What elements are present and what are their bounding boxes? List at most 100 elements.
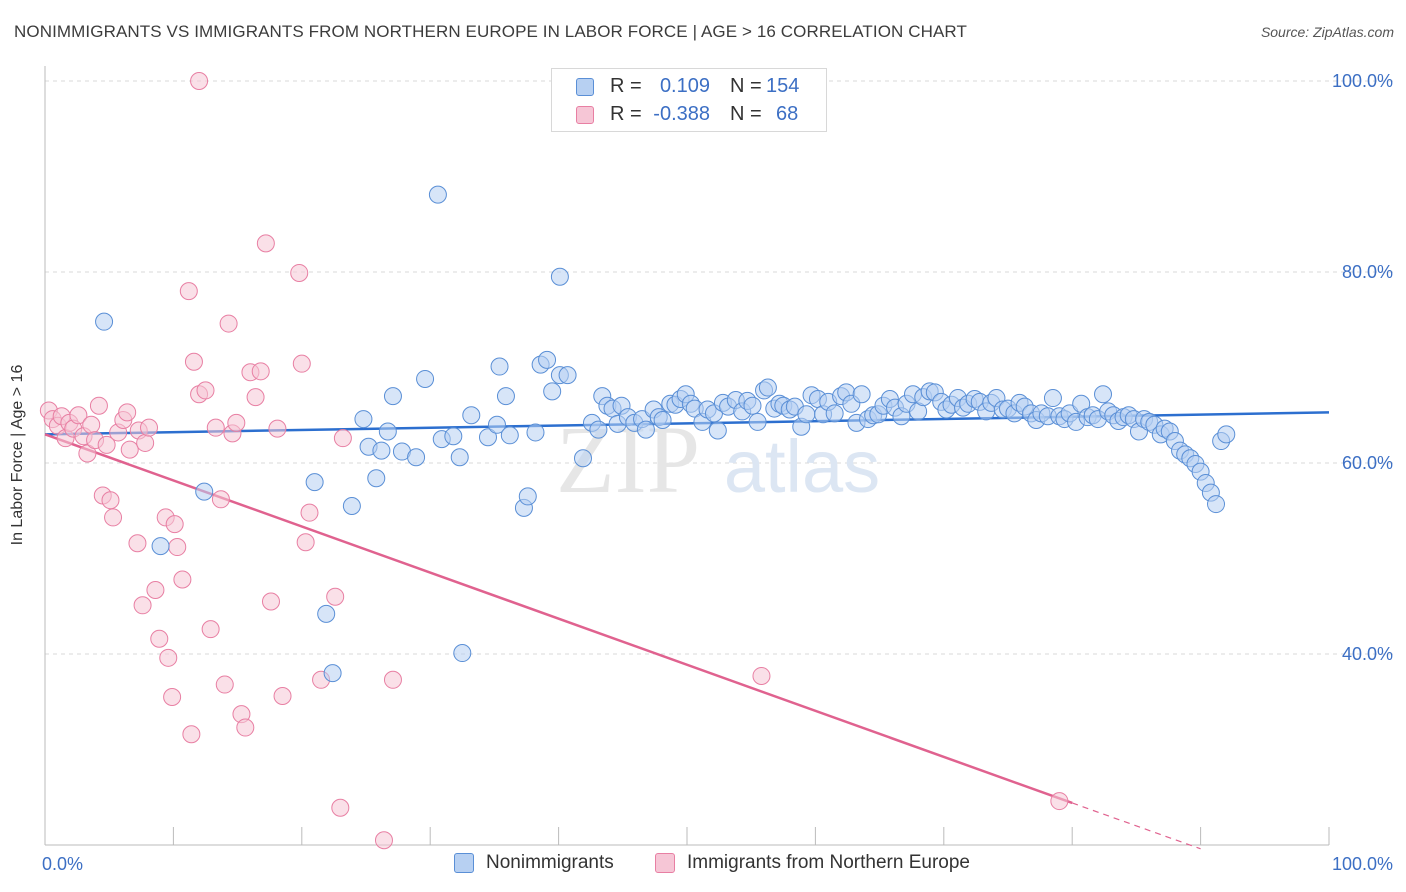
nonimmigrants-point [852, 385, 871, 404]
immigrants-point [331, 798, 350, 817]
nonimmigrants-point [538, 350, 557, 369]
immigrants-point [182, 725, 201, 744]
immigrants-point [101, 491, 120, 510]
immigrants-point [89, 396, 108, 415]
nonimmigrants-point [797, 405, 816, 424]
nonimmigrants-point [1094, 385, 1113, 404]
legend-swatch-blue [454, 853, 474, 873]
nonimmigrants-point [825, 404, 844, 423]
immigrants-point [196, 381, 215, 400]
nonimmigrants-point [305, 473, 324, 492]
nonimmigrants-point [372, 441, 391, 460]
nonimmigrants-point [496, 387, 515, 406]
immigrants-point [273, 687, 292, 706]
immigrants-point [150, 629, 169, 648]
immigrants-point [97, 435, 116, 454]
nonimmigrants-point [151, 537, 170, 556]
immigrants-point [184, 352, 203, 371]
x-tick-label-max: 100.0% [1332, 854, 1393, 874]
immigrants-point [261, 592, 280, 611]
immigrants-point [190, 72, 209, 90]
stats-swatch-blue [576, 78, 594, 96]
immigrants-point [326, 587, 345, 606]
immigrants-point [82, 415, 101, 434]
immigrants-point [78, 444, 97, 463]
grid-lines [45, 80, 1393, 655]
nonimmigrants-point [367, 469, 386, 488]
immigrants-point [206, 418, 225, 437]
immigrants-point [211, 490, 230, 509]
nonimmigrants-point [653, 411, 672, 430]
nonimmigrants-point [490, 357, 509, 376]
axes [44, 66, 1330, 846]
nonimmigrants-point [462, 406, 481, 425]
nonimmigrants-point [317, 604, 336, 623]
y-tick-label: 80.0% [1342, 262, 1393, 282]
series-immigrants-points [39, 72, 1069, 850]
immigrants-point [146, 581, 165, 600]
y-tick-label: 40.0% [1342, 644, 1393, 664]
immigrants-point [133, 596, 152, 615]
immigrants-point [159, 648, 178, 667]
immigrants-point [227, 413, 246, 432]
nonimmigrants-point [743, 396, 762, 415]
stats-n-label: N = [730, 75, 762, 97]
watermark-atlas: atlas [724, 425, 880, 508]
immigrants-point [136, 433, 155, 452]
stats-r-value: -0.388 [653, 103, 710, 125]
nonimmigrants-point [558, 366, 577, 385]
nonimmigrants-point [1217, 425, 1236, 444]
nonimmigrants-point [518, 487, 537, 506]
immigrants-point [296, 533, 315, 552]
stats-n-label: N = [730, 103, 762, 125]
immigrants-point [251, 362, 270, 381]
stats-box: R = 0.109 N = 154 R = -0.388 N = 68 [551, 68, 827, 132]
stats-r-label: R = [610, 75, 642, 97]
nonimmigrants-point [708, 421, 727, 440]
nonimmigrants-point [487, 415, 506, 434]
x-tick-label-min: 0.0% [42, 854, 83, 874]
immigrants-point [201, 620, 220, 639]
chart-title: NONIMMIGRANTS VS IMMIGRANTS FROM NORTHER… [14, 22, 967, 41]
immigrants-point [179, 282, 198, 301]
legend-swatch-pink [655, 853, 675, 873]
nonimmigrants-point [342, 496, 361, 515]
immigrants-point [246, 388, 265, 407]
nonimmigrants-point [758, 378, 777, 397]
immigrants-point [69, 406, 88, 425]
immigrants-point [163, 687, 182, 706]
nonimmigrants-point [407, 448, 426, 467]
immigrants-point [140, 418, 159, 437]
stats-n-value: 68 [776, 103, 799, 125]
nonimmigrants-point [95, 312, 114, 331]
immigrants-trend-extension [1071, 802, 1201, 850]
series-nonimmigrants-points [95, 185, 1236, 683]
stats-row-nonimmigrants: R = 0.109 N = 154 [552, 73, 826, 101]
immigrants-point [168, 538, 187, 557]
immigrants-point [128, 534, 147, 553]
nonimmigrants-point [444, 427, 463, 446]
immigrants-point [118, 403, 137, 422]
stats-row-immigrants: R = -0.388 N = 68 [552, 101, 826, 129]
immigrants-point [256, 234, 275, 253]
immigrants-point [333, 429, 352, 448]
nonimmigrants-point [450, 448, 469, 467]
immigrants-point [383, 670, 402, 689]
tick-labels: 40.0% 60.0% 80.0% 100.0% 0.0% 100.0% [42, 71, 1393, 874]
immigrants-point [165, 515, 184, 534]
immigrants-point [292, 354, 311, 373]
immigrants-point [104, 508, 123, 527]
y-tick-label: 60.0% [1342, 453, 1393, 473]
immigrants-point [290, 263, 309, 282]
legend-label: Nonimmigrants [486, 852, 614, 873]
nonimmigrants-point [550, 267, 569, 286]
immigrants-point [374, 831, 393, 850]
stats-r-label: R = [610, 103, 642, 125]
immigrants-point [173, 570, 192, 589]
immigrants-point [1050, 792, 1069, 811]
nonimmigrants-point [543, 382, 562, 401]
legend-label: Immigrants from Northern Europe [687, 852, 970, 873]
immigrants-point [215, 675, 234, 694]
immigrants-point [300, 503, 319, 522]
